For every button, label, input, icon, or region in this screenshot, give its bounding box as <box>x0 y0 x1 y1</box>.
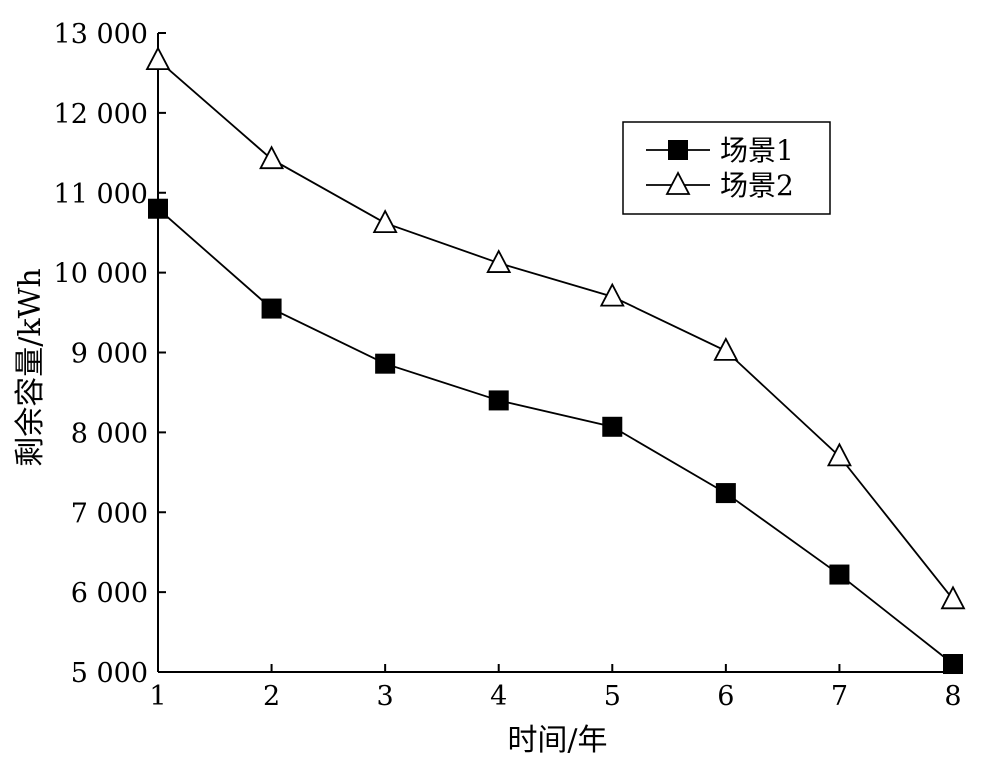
legend-marker <box>668 140 688 160</box>
x-axis-label: 时间/年 <box>507 723 607 758</box>
series-2-point <box>713 336 739 361</box>
legend-label: 场景1 <box>720 134 794 167</box>
series-2-line <box>157 59 954 600</box>
series-2-point <box>486 249 512 273</box>
legend-label: 场景2 <box>720 169 794 202</box>
series-1-point <box>375 353 396 374</box>
x-tick-label: 1 <box>149 681 166 712</box>
series-1-point <box>488 390 509 411</box>
series-1 <box>148 198 963 675</box>
x-tick-label: 6 <box>717 681 734 712</box>
x-tick-label: 4 <box>490 681 507 712</box>
y-tick-label: 13 000 <box>54 19 148 50</box>
series-2-point <box>826 442 852 467</box>
series-1-line <box>157 208 954 665</box>
series-1-point <box>829 564 850 585</box>
y-tick-label: 6 000 <box>71 578 148 609</box>
series-2-point <box>145 46 171 71</box>
y-tick-label: 9 000 <box>71 339 148 370</box>
axis-ticks: 5 000 6 000 7 000 8 000 9 000 10 000 11 000 12 … <box>54 19 962 712</box>
series-2-point <box>372 209 398 234</box>
x-tick-label: 5 <box>604 681 621 712</box>
y-axis-label: 剩余容量/kWh <box>13 268 48 466</box>
x-tick-label: 3 <box>377 681 394 712</box>
series-2-point <box>940 585 966 610</box>
series-layer <box>145 46 966 675</box>
legend-marker <box>665 171 691 195</box>
x-tick-label: 7 <box>831 681 848 712</box>
series-1-point <box>715 483 736 504</box>
x-tick-label: 2 <box>263 681 280 712</box>
series-2 <box>145 46 966 610</box>
series-1-point <box>148 198 168 219</box>
series-1-point <box>261 298 282 319</box>
series-1-point <box>943 654 963 675</box>
y-tick-label: 12 000 <box>54 99 148 130</box>
y-tick-label: 7 000 <box>71 498 148 529</box>
series-1-point <box>602 416 623 437</box>
y-tick-label: 8 000 <box>71 418 148 449</box>
legend-box <box>622 121 831 215</box>
y-tick-label: 5 000 <box>71 658 148 689</box>
y-tick-label: 11 000 <box>54 179 148 210</box>
series-2-point <box>599 282 625 307</box>
x-tick-label: 8 <box>944 681 961 712</box>
series-2-point <box>259 145 285 170</box>
y-tick-label: 10 000 <box>54 259 148 290</box>
